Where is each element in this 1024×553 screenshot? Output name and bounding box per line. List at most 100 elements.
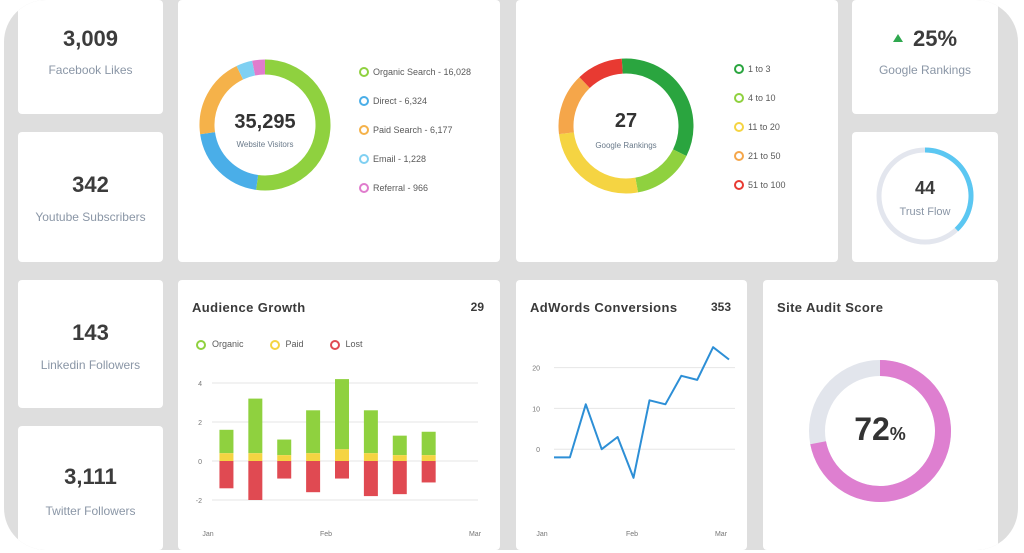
google-rankings-slice <box>558 132 639 194</box>
google-rankings-slice <box>579 58 624 89</box>
google-rankings-legend-label: 1 to 3 <box>748 64 771 74</box>
bar-lost <box>248 461 263 500</box>
site-audit-card[interactable]: Site Audit Score 72% <box>763 280 998 550</box>
legend-dot-icon <box>734 122 744 132</box>
website-visitors-slice <box>199 65 244 135</box>
bar-lost <box>363 461 378 497</box>
bar-lost <box>392 461 407 495</box>
audience-growth-bar-chart: 4 2 0 -2 Jan Feb Mar <box>196 379 482 538</box>
trend-up-icon <box>892 34 903 43</box>
website-visitors-legend-label: Organic Search - 16,028 <box>373 67 472 77</box>
youtube-subscribers-label: Youtube Subscribers <box>35 210 146 224</box>
trust-flow-fill <box>924 147 974 232</box>
site-audit-score-unit: % <box>889 424 906 444</box>
x-tick-label: Jan <box>536 531 547 538</box>
legend-dot-icon <box>269 339 280 350</box>
google-rankings-total: 27 <box>614 110 638 132</box>
bar-paid <box>277 455 292 461</box>
bar-paid <box>421 455 436 461</box>
website-visitors-total: 35,295 <box>234 111 296 133</box>
google-rankings-legend-label: 51 to 100 <box>748 180 786 190</box>
google-rankings-donut-chart <box>558 58 694 194</box>
youtube-subscribers-card[interactable]: 342 Youtube Subscribers <box>18 132 163 262</box>
site-audit-score: 72% <box>807 411 953 448</box>
legend-dot-icon <box>734 64 744 74</box>
google-rankings-center-label: Google Rankings <box>595 141 657 150</box>
bar-paid <box>363 453 378 461</box>
google-rankings-percent: 25% <box>912 26 958 51</box>
audience-growth-count: 29 <box>470 300 484 314</box>
facebook-likes-card[interactable]: 3,009 Facebook Likes <box>18 0 163 114</box>
adwords-conversions-card[interactable]: AdWords Conversions 353 20 10 0 Jan Feb Mar <box>516 280 747 550</box>
trust-flow-ring <box>876 147 974 245</box>
site-audit-title: Site Audit Score <box>777 300 884 315</box>
site-audit-score-value: 72 <box>854 411 890 447</box>
twitter-followers-label: Twitter Followers <box>45 504 136 518</box>
bar-paid <box>219 453 234 461</box>
trust-flow-label: Trust Flow <box>899 206 951 218</box>
x-tick-label: Mar <box>469 531 482 538</box>
legend-dot-icon <box>734 180 744 190</box>
x-tick-label: Jan <box>202 531 213 538</box>
trust-flow-value: 44 <box>914 178 936 198</box>
bar-organic <box>219 429 234 454</box>
website-visitors-slice <box>256 59 331 191</box>
twitter-followers-card[interactable]: 3,111 Twitter Followers <box>18 426 163 550</box>
bar-organic <box>335 379 349 450</box>
audience-growth-legend: Organic Paid Lost <box>196 339 389 350</box>
adwords-conversions-title: AdWords Conversions <box>530 300 678 315</box>
google-rankings-slice <box>621 58 694 156</box>
adwords-conversions-count: 353 <box>710 300 731 314</box>
audience-growth-legend-label: Organic <box>212 339 244 349</box>
website-visitors-center-label: Website Visitors <box>236 140 294 149</box>
website-visitors-card[interactable]: 35,295 Website Visitors Organic Search -… <box>178 0 500 262</box>
youtube-subscribers-value: 342 <box>72 172 109 197</box>
legend-dot-icon <box>734 151 744 161</box>
trust-flow-card[interactable]: 44 Trust Flow <box>852 132 998 262</box>
bar-paid <box>335 449 349 461</box>
audience-growth-title: Audience Growth <box>192 300 306 315</box>
facebook-likes-label: Facebook Likes <box>48 63 133 77</box>
bar-organic <box>421 431 436 456</box>
google-rankings-label: Google Rankings <box>878 63 972 77</box>
audience-growth-legend-item: Paid <box>269 339 304 350</box>
website-visitors-legend-label: Email - 1,228 <box>373 154 427 164</box>
audience-growth-legend-item: Organic <box>196 339 244 350</box>
linkedin-followers-label: Linkedin Followers <box>40 358 141 372</box>
legend-dot-icon <box>329 339 340 350</box>
legend-dot-icon <box>359 154 369 164</box>
y-tick-label: 0 <box>536 447 540 454</box>
audience-growth-legend-item: Lost <box>329 339 363 350</box>
bar-organic <box>363 410 378 454</box>
y-tick-label: 4 <box>198 381 202 388</box>
audience-growth-legend-label: Paid <box>285 339 304 349</box>
legend-dot-icon <box>196 339 206 350</box>
legend-dot-icon <box>359 183 369 193</box>
x-tick-label: Feb <box>626 531 638 538</box>
google-rankings-donut-card[interactable]: 27 Google Rankings 1 to 3 4 to 10 11 to 20… <box>516 0 838 262</box>
bar-lost <box>335 461 349 479</box>
website-visitors-slice <box>252 59 266 76</box>
bar-lost <box>277 461 292 479</box>
google-rankings-card[interactable]: 25% Google Rankings <box>852 0 998 114</box>
website-visitors-slice <box>200 131 259 190</box>
google-rankings-slice <box>635 149 687 193</box>
bar-paid <box>248 453 263 461</box>
audience-growth-card[interactable]: Audience Growth 29 Organic Paid Lost 4 2 0 -2… <box>178 280 500 550</box>
x-tick-label: Mar <box>715 531 728 538</box>
google-rankings-slice <box>558 77 591 135</box>
website-visitors-slice <box>236 60 256 80</box>
site-audit-score-arc <box>810 360 951 502</box>
linkedin-followers-value: 143 <box>72 320 109 345</box>
website-visitors-donut-chart <box>199 59 331 191</box>
dashboard-frame: 3,009 Facebook Likes 342 Youtube Subscri… <box>4 0 1018 550</box>
linkedin-followers-card[interactable]: 143 Linkedin Followers <box>18 280 163 408</box>
bar-lost <box>219 461 234 489</box>
adwords-conversions-line-chart: 20 10 0 Jan Feb Mar <box>532 346 735 538</box>
website-visitors-legend-label: Paid Search - 6,177 <box>373 125 453 135</box>
bar-organic <box>248 398 263 454</box>
website-visitors-legend-label: Direct - 6,324 <box>373 96 428 106</box>
y-tick-label: 10 <box>532 406 540 413</box>
google-rankings-legend-label: 11 to 20 <box>748 122 780 132</box>
twitter-followers-value: 3,111 <box>64 464 117 489</box>
